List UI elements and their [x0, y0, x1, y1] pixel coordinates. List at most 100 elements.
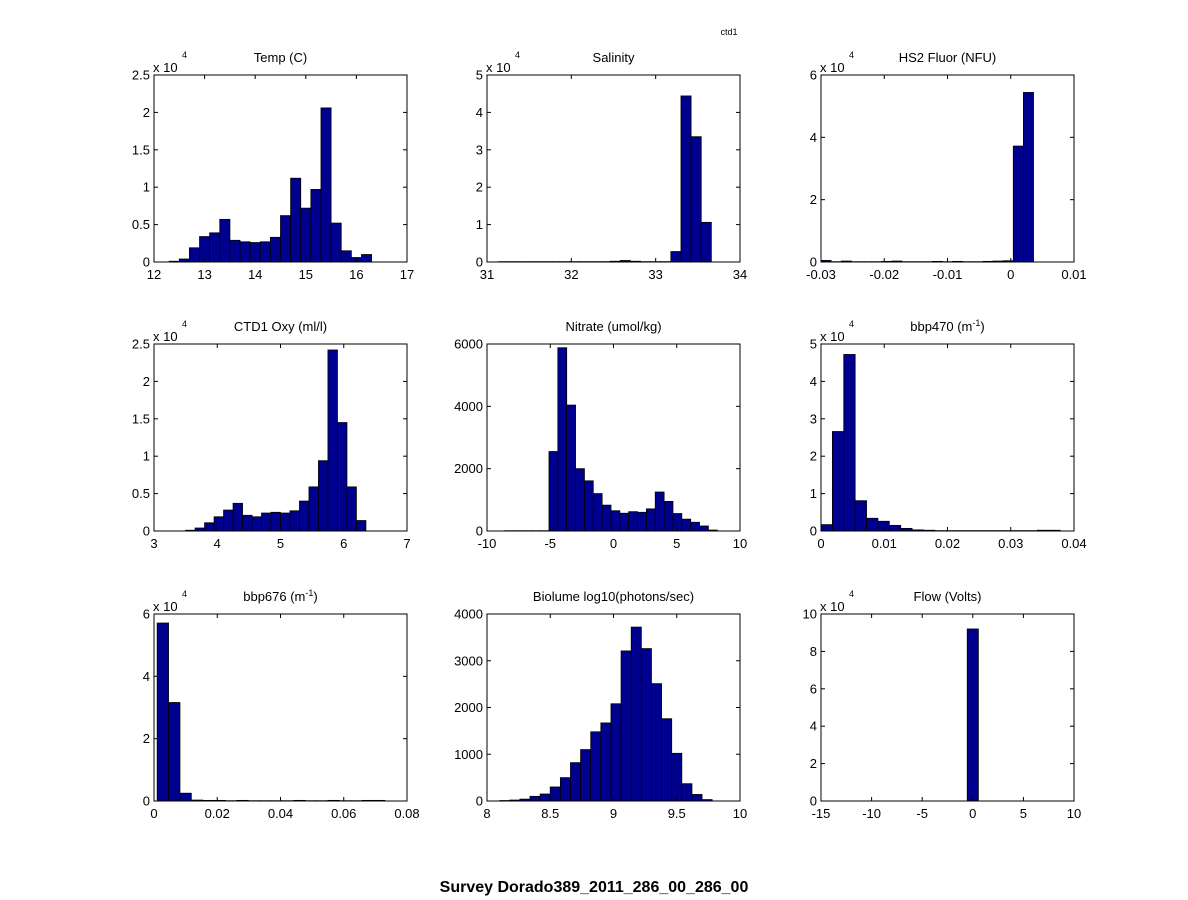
x-tick-label: -0.03	[806, 267, 836, 282]
histogram-bar	[637, 511, 647, 532]
x-tick-label: -10	[862, 806, 881, 821]
histogram-bar	[229, 239, 241, 263]
y-tick-label: 0.5	[132, 217, 150, 232]
y-tick-label: 2000	[454, 700, 483, 715]
x-tick-label: 9.5	[668, 806, 686, 821]
histogram-bar	[189, 247, 200, 263]
histogram-bar	[690, 521, 700, 532]
x-tick-label: 5	[1020, 806, 1027, 821]
y-tick-label: 1.5	[132, 142, 150, 157]
histogram-bar	[337, 422, 348, 532]
y-tick-label: 1	[143, 180, 150, 195]
y-multiplier: x 10	[486, 60, 511, 75]
histogram-bar	[529, 795, 541, 802]
y-multiplier-exponent: 4	[515, 50, 520, 60]
histogram-bar	[290, 177, 302, 263]
x-tick-label: -5	[916, 806, 928, 821]
histogram-bar	[539, 793, 551, 802]
y-tick-label: 0	[810, 794, 817, 809]
histogram-bar	[584, 480, 594, 532]
x-tick-label: 8.5	[541, 806, 559, 821]
y-tick-label: 2000	[454, 461, 483, 476]
x-tick-label: -10	[478, 536, 497, 551]
x-tick-label: 0	[610, 536, 617, 551]
histogram-bar	[681, 518, 692, 532]
y-tick-label: 3000	[454, 653, 483, 668]
histogram-bar	[289, 510, 300, 532]
histogram-bar	[251, 516, 262, 532]
panel-title-text: HS2 Fluor (NFU)	[899, 50, 997, 65]
x-tick-label: 0.04	[1061, 536, 1086, 551]
histogram-bar	[179, 792, 192, 802]
x-tick-label: 14	[248, 267, 262, 282]
histogram-bar	[1012, 145, 1024, 263]
histogram-bar	[590, 731, 602, 802]
panel-title-text: CTD1 Oxy (ml/l)	[234, 319, 327, 334]
histogram-bar	[670, 251, 682, 263]
x-tick-label: -0.02	[869, 267, 899, 282]
histogram-bar	[680, 95, 692, 263]
x-tick-label: 0.02	[935, 536, 960, 551]
axes-frame	[486, 74, 741, 263]
y-tick-label: 8	[810, 644, 817, 659]
y-multiplier: x 10	[153, 60, 178, 75]
y-tick-label: 0	[810, 255, 817, 270]
x-tick-label: 0	[150, 806, 157, 821]
histogram-bar	[213, 516, 224, 532]
y-tick-label: 0.5	[132, 486, 150, 501]
panel-title-bbp676-m: bbp676 (m-1)	[243, 588, 318, 604]
histogram-panel-5: -10 -5 0 5 10 0 2000 4000 6000 Nitrate (umol/kg)	[454, 319, 747, 551]
histogram-bar	[866, 517, 879, 532]
panel-title-text: bbp676 (m	[243, 589, 305, 604]
y-multiplier: x 10	[820, 60, 845, 75]
y-tick-label: 2.5	[132, 337, 150, 352]
y-tick-label: 6	[810, 68, 817, 83]
y-tick-label: 4	[810, 374, 817, 389]
x-tick-label: 6	[340, 536, 347, 551]
y-tick-label: 0	[143, 524, 150, 539]
x-tick-label: 0.04	[268, 806, 293, 821]
y-tick-label: 2.5	[132, 68, 150, 83]
y-tick-label: 2	[810, 192, 817, 207]
histogram-bar	[820, 524, 833, 532]
x-tick-label: -15	[812, 806, 831, 821]
y-tick-label: 1.5	[132, 411, 150, 426]
y-tick-label: 0	[476, 794, 483, 809]
axes-frame	[820, 613, 1075, 802]
histogram-panel-1: 12 13 14 15 16 17 0 0.5 1 1.5 2 2.5 x 10 4 Temp (C)	[132, 50, 414, 282]
histogram-bar	[620, 650, 632, 802]
x-tick-label: 0.01	[872, 536, 897, 551]
histogram-bar	[671, 752, 683, 802]
x-tick-label: 0	[817, 536, 824, 551]
y-tick-label: 2	[143, 374, 150, 389]
histogram-bar	[651, 683, 662, 802]
figure-title: Survey Dorado389_2011_286_00_286_00	[440, 879, 749, 896]
histogram-panel-8: 8 8.5 9 9.5 10 0 1000 2000 3000 4000 Biolume log10…	[454, 589, 747, 821]
histogram-bar	[308, 486, 319, 532]
histogram-bar	[888, 524, 902, 532]
histogram-bar	[699, 525, 709, 532]
x-tick-label: 8	[483, 806, 490, 821]
y-tick-label: 1	[810, 486, 817, 501]
histogram-bar	[261, 512, 272, 532]
x-tick-label: 33	[648, 267, 662, 282]
histogram-bar	[219, 218, 231, 263]
histogram-bar	[575, 468, 585, 532]
histogram-panel-4: 3 4 5 6 7 0 0.5 1 1.5 2 2.5 x 10 4 CTD1 Oxy (ml/l)	[132, 319, 411, 551]
y-tick-label: 1	[143, 449, 150, 464]
x-tick-label: 15	[299, 267, 313, 282]
histogram-bar	[580, 749, 592, 802]
y-tick-label: 2	[476, 180, 483, 195]
x-tick-label: -5	[544, 536, 556, 551]
histogram-bar	[355, 520, 367, 532]
panel-title-bbp470-m: bbp470 (m-1)	[910, 318, 985, 334]
histogram-bar	[232, 502, 243, 532]
histogram-bar	[361, 254, 372, 263]
histogram-bar	[280, 512, 291, 532]
histogram-bar	[663, 500, 674, 532]
y-multiplier-exponent: 4	[182, 319, 187, 329]
y-multiplier: x 10	[820, 599, 845, 614]
histogram-bar	[610, 510, 621, 532]
histogram-bar	[168, 702, 181, 802]
